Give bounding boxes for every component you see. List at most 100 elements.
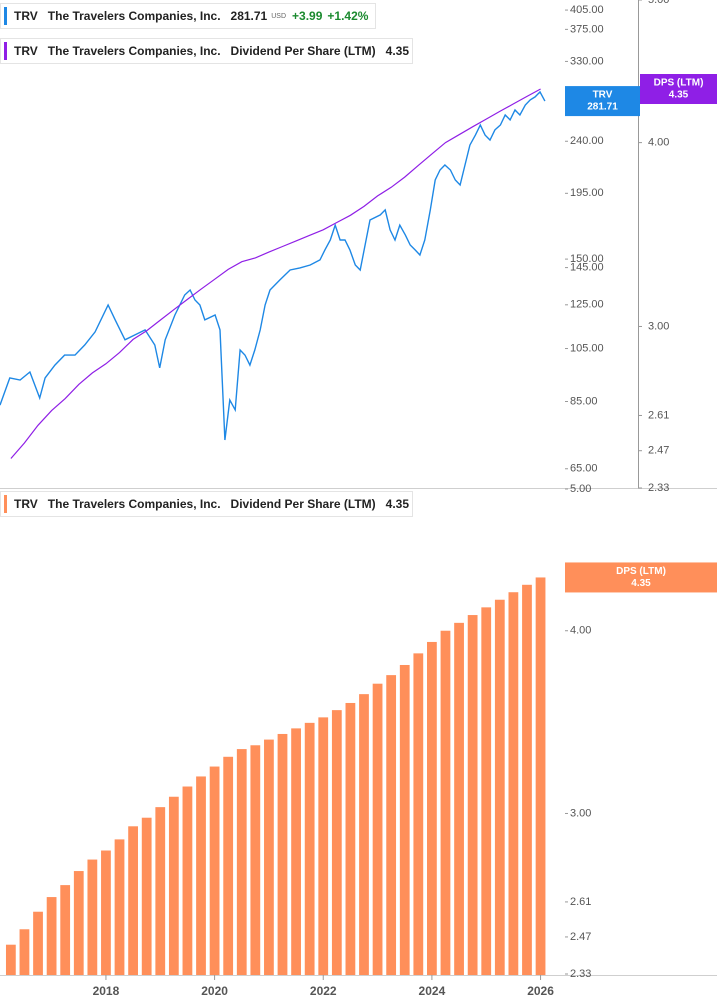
bar: [114, 839, 125, 975]
company-name: The Travelers Companies, Inc.: [47, 497, 221, 511]
bar: [87, 859, 98, 975]
bar: [264, 739, 274, 975]
legend-swatch: [4, 495, 7, 513]
bar: [101, 850, 111, 975]
bar: [128, 826, 138, 975]
metric-value: 4.35: [385, 44, 410, 58]
y2-tick-label: 3.00: [648, 320, 669, 332]
bar: [522, 584, 532, 975]
symbol: TRV: [14, 9, 38, 23]
bar: [467, 615, 478, 975]
y-tick-label: 195.00: [570, 187, 604, 199]
y2-tick-label: 5.00: [648, 0, 669, 6]
metric: Dividend Per Share (LTM): [230, 44, 376, 58]
bar: [141, 817, 152, 975]
line-series: [0, 90, 546, 441]
bar: [5, 944, 16, 975]
y-tick-label: 125.00: [570, 299, 604, 311]
price-tag-name: TRV: [593, 90, 613, 101]
bar: [372, 683, 383, 975]
bar: [196, 776, 206, 975]
y-tick-label: 105.00: [570, 342, 604, 354]
y-tick-label: 375.00: [570, 23, 604, 35]
bar: [331, 710, 342, 975]
bar: [399, 664, 410, 975]
bar: [209, 766, 220, 975]
bar: [481, 607, 492, 975]
dps-bar-tag-value: 4.35: [631, 578, 651, 589]
bar: [168, 796, 179, 975]
x-tick-label: 2022: [310, 984, 337, 998]
y-tick-label: 5.00: [570, 483, 591, 495]
y-tick-label: 3.00: [570, 807, 591, 819]
bar: [60, 885, 71, 975]
legend-swatch: [4, 42, 7, 60]
x-tick-label: 2026: [527, 984, 554, 998]
dps-tag-name: DPS (LTM): [654, 78, 704, 89]
dps-tag: [640, 74, 717, 105]
y-tick-label: 405.00: [570, 4, 604, 16]
bar: [250, 745, 261, 975]
y-tick-label: 4.00: [570, 625, 591, 637]
bar: [359, 694, 369, 975]
bar: [386, 675, 397, 975]
symbol: TRV: [14, 44, 38, 58]
bar: [291, 728, 301, 975]
y-tick-label: 2.47: [570, 931, 591, 943]
bar: [223, 756, 234, 975]
company-name: The Travelers Companies, Inc.: [47, 9, 221, 23]
price-tag-value: 281.71: [587, 102, 618, 113]
bar: [73, 871, 84, 975]
y-tick-label: 2.61: [570, 896, 591, 908]
y-tick-label: 240.00: [570, 135, 604, 147]
bar: [413, 653, 424, 975]
bar: [33, 911, 43, 975]
y-tick-label: 150.00: [570, 253, 604, 265]
last-price: 281.71: [230, 9, 268, 23]
dps-bar-tag: [565, 562, 717, 593]
y-tick-label: 85.00: [570, 395, 598, 407]
metric: Dividend Per Share (LTM): [230, 497, 376, 511]
price-header: TRV The Travelers Companies, Inc. 281.71…: [0, 3, 376, 29]
y2-tick-label: 4.00: [648, 137, 669, 149]
bar: [277, 733, 288, 975]
bar: [19, 929, 30, 975]
bar: [440, 630, 451, 975]
currency: USD: [271, 12, 287, 20]
y2-tick-label: 2.33: [648, 482, 669, 494]
bar: [494, 599, 505, 975]
dps-header: TRV The Travelers Companies, Inc. Divide…: [0, 38, 413, 64]
change-percent: +1.42%: [327, 9, 369, 23]
bar: [427, 641, 437, 975]
dps-tag-value: 4.35: [669, 90, 689, 101]
symbol: TRV: [14, 497, 38, 511]
price-tag: [565, 86, 640, 117]
dps-bar-header: TRV The Travelers Companies, Inc. Divide…: [0, 491, 413, 517]
y-tick-label: 330.00: [570, 55, 604, 67]
x-tick-label: 2020: [201, 984, 228, 998]
bar: [182, 786, 193, 975]
x-tick-label: 2024: [419, 984, 446, 998]
line-series: [10, 88, 541, 459]
bar: [508, 592, 519, 975]
y2-tick-label: 2.47: [648, 445, 669, 457]
bar: [304, 722, 315, 975]
bar: [155, 807, 166, 975]
bar: [236, 749, 247, 975]
legend-swatch: [4, 7, 7, 25]
company-name: The Travelers Companies, Inc.: [47, 44, 221, 58]
change: +3.99: [292, 9, 323, 23]
x-tick-label: 2018: [93, 984, 120, 998]
y-tick-label: 145.00: [570, 262, 604, 274]
bar: [318, 717, 329, 975]
y-tick-label: 2.33: [570, 968, 591, 980]
bar: [454, 622, 464, 975]
y-tick-label: 65.00: [570, 463, 598, 475]
y2-tick-label: 2.61: [648, 409, 669, 421]
bar: [345, 702, 356, 975]
bar: [535, 577, 546, 975]
bar: [46, 897, 57, 975]
metric-value: 4.35: [385, 497, 410, 511]
